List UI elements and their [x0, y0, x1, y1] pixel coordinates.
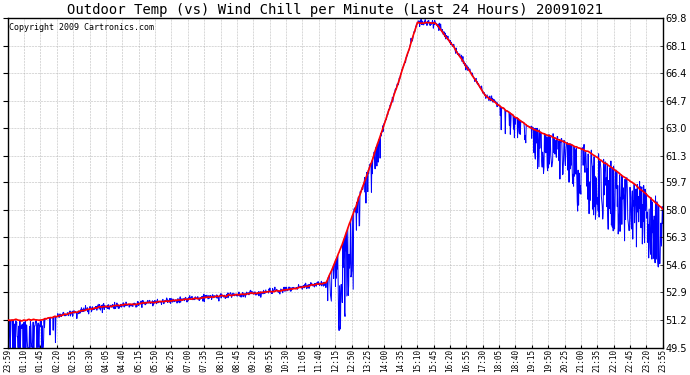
Title: Outdoor Temp (vs) Wind Chill per Minute (Last 24 Hours) 20091021: Outdoor Temp (vs) Wind Chill per Minute …: [67, 3, 603, 17]
Text: Copyright 2009 Cartronics.com: Copyright 2009 Cartronics.com: [9, 23, 154, 32]
